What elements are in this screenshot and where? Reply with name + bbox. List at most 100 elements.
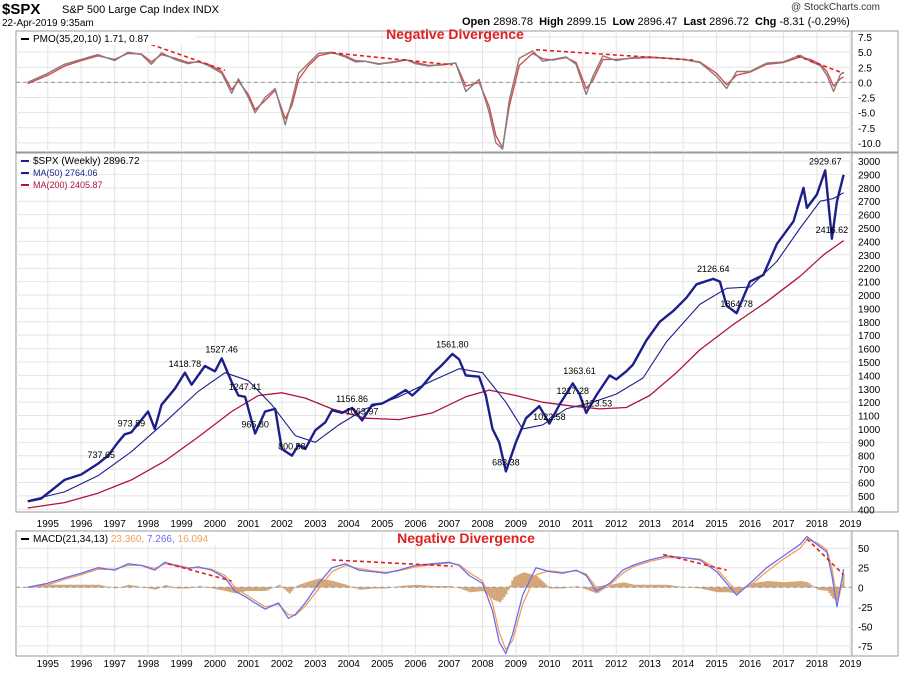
price-tick-label: 1800 (858, 318, 881, 329)
macd-histogram-bar (671, 585, 674, 588)
price-tick-label: 1500 (858, 358, 881, 369)
macd-histogram-bar (292, 587, 295, 589)
macd-histogram-bar (103, 586, 107, 588)
macd-histogram-bar (236, 587, 239, 594)
price-tick-label: 2100 (858, 278, 881, 289)
macd-tick-label: 50 (858, 544, 870, 555)
macd-histogram-bar (661, 584, 664, 588)
macd-histogram-bar (226, 587, 229, 592)
year-tick-label: 2008 (471, 519, 494, 530)
year-tick-label: 2010 (538, 519, 561, 530)
price-tick-label: 2700 (858, 197, 881, 208)
macd-histogram-bar (332, 581, 335, 588)
price-annotation: 965.80 (241, 420, 269, 430)
macd-histogram-bar (97, 584, 101, 588)
macd-panel: 50 25 0 -25 -50 -75 MACD(21,34,13) 23.360, 7.2… (15, 530, 899, 657)
macd-histogram-bar (234, 587, 237, 594)
macd-histogram-bar (806, 582, 809, 588)
year-tick-label: 1998 (137, 659, 160, 670)
macd-histogram-bar (312, 580, 315, 588)
macd-histogram-bar (521, 572, 524, 588)
macd-histogram-bar (491, 587, 494, 599)
macd-histogram-bar (541, 581, 544, 588)
macd-histogram-bar (609, 584, 612, 588)
macd-histogram-bar (561, 587, 564, 589)
year-tick-label: 2013 (639, 659, 662, 670)
macd-histogram-bar (346, 585, 349, 588)
price-annotation: 1022.58 (533, 412, 566, 422)
macd-histogram-bar (615, 583, 618, 588)
price-tick-label: 1600 (858, 345, 881, 356)
macd-histogram-bar (545, 584, 548, 588)
price-annotation: 737.65 (88, 450, 116, 460)
macd-histogram-bar (639, 584, 642, 588)
macd-histogram-bar (126, 585, 129, 588)
macd-histogram-bar (713, 587, 717, 592)
macd-histogram-bar (262, 587, 265, 591)
axis-frame (851, 30, 899, 153)
macd-histogram-bar (230, 587, 233, 593)
symbol-description: S&P 500 Large Cap Index INDX (62, 4, 219, 16)
macd-histogram-bar (754, 582, 757, 588)
year-tick-label: 2019 (839, 659, 862, 670)
price-legend-text: MA(200) 2405.87 (33, 180, 103, 190)
macd-histogram-bar (430, 585, 434, 588)
macd-histogram-bar (675, 586, 678, 588)
macd-histogram-bar (435, 586, 438, 588)
macd-histogram-bar (659, 584, 662, 588)
macd-histogram-bar (252, 587, 255, 591)
year-tick-label: 2005 (371, 519, 394, 530)
macd-histogram-bar (290, 587, 293, 592)
macd-histogram-bar (778, 581, 781, 588)
price-legend-text: $SPX (Weekly) 2896.72 (33, 156, 140, 167)
price-annotation: 1418.78 (169, 359, 202, 369)
macd-legend-value: 16.094 (178, 534, 209, 545)
macd-histogram-bar (65, 584, 69, 588)
macd-histogram-bar (296, 585, 299, 588)
price-tick-label: 2900 (858, 170, 881, 181)
year-tick-label: 2008 (471, 659, 494, 670)
macd-histogram-bar (790, 581, 793, 588)
macd-histogram-bar (202, 586, 205, 588)
price-annotation: 1123.53 (580, 398, 612, 408)
macd-histogram-bar (164, 585, 167, 588)
macd-histogram-bar (348, 586, 351, 588)
pmo-legend-bg (17, 32, 195, 45)
high-value: 2899.15 (566, 16, 607, 28)
macd-tick-label: 0 (858, 583, 864, 594)
macd-histogram-bar (816, 587, 819, 590)
macd-histogram-bar (69, 584, 73, 588)
macd-histogram-bar (240, 587, 243, 593)
year-tick-label: 2004 (338, 659, 361, 670)
macd-histogram-bar (432, 586, 436, 588)
macd-histogram-bar (651, 584, 654, 588)
macd-histogram-bar (156, 587, 159, 590)
macd-histogram-bar (665, 584, 668, 588)
year-tick-label: 2016 (739, 519, 762, 530)
year-tick-label: 2000 (204, 519, 227, 530)
macd-histogram-bar (314, 579, 317, 588)
macd-histogram-bar (61, 584, 65, 588)
macd-histogram-bar (701, 587, 705, 589)
year-tick-label: 2009 (505, 519, 528, 530)
chg-value: -8.31 (-0.29%) (779, 16, 850, 28)
price-tick-label: 1200 (858, 398, 881, 409)
year-tick-label: 1995 (37, 519, 60, 530)
macd-histogram-bar (717, 587, 721, 593)
macd-histogram-bar (709, 587, 713, 591)
macd-histogram-bar (788, 581, 791, 588)
macd-histogram-bar (89, 584, 93, 588)
macd-histogram-bar (260, 587, 263, 591)
macd-histogram-bar (268, 587, 271, 590)
macd-histogram-bar (358, 587, 361, 590)
low-value: 2896.47 (637, 16, 678, 28)
macd-histogram-bar (497, 587, 500, 602)
macd-histogram-bar (527, 573, 530, 588)
macd-histogram-bar (711, 587, 715, 592)
macd-histogram-bar (501, 587, 504, 600)
macd-histogram-bar (302, 583, 305, 588)
macd-histogram-bar (475, 587, 478, 592)
x-axis-years-bottom: 1995 1996 1997 1998 1999 2000 2001 2002 2003 2004… (37, 659, 862, 670)
macd-histogram-bar (244, 587, 247, 592)
price-tick-label: 600 (858, 479, 875, 490)
